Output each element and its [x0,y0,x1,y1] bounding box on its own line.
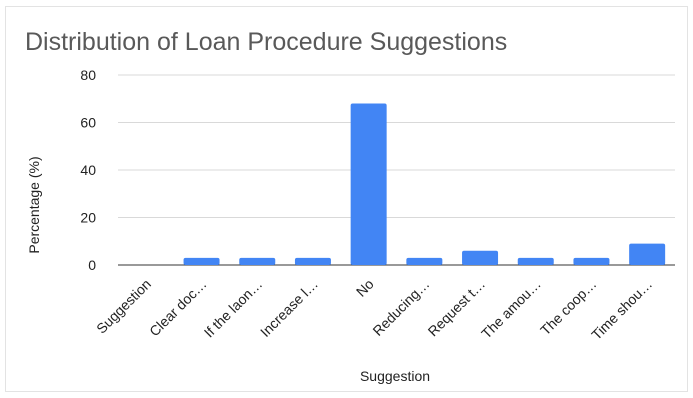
x-tick-label: If the laon… [201,276,266,341]
y-tick-label: 60 [80,115,96,131]
bar [462,250,499,265]
bar [239,257,276,265]
y-axis-label: Percentage (%) [26,156,42,253]
bar [350,103,387,265]
chart-title: Distribution of Loan Procedure Suggestio… [25,28,507,56]
chart-frame [5,6,688,392]
y-tick-label: 40 [80,162,96,178]
bars [183,103,666,265]
bar [406,257,443,265]
bar [629,243,666,265]
x-tick-label: Suggestion [93,276,154,337]
x-tick-label: Reducing… [369,276,432,339]
bar [294,257,331,265]
x-tick-label: Increase l… [257,276,321,340]
x-axis-label: Suggestion [360,368,430,384]
x-tick-label: No [353,276,377,300]
bar [573,257,610,265]
y-tick-label: 0 [88,257,96,273]
y-tick-label: 20 [80,210,96,226]
bar [517,257,554,265]
y-axis-ticks: 0 20 40 60 80 [80,67,96,273]
x-tick-label: The amou… [478,276,544,342]
bar [183,257,220,265]
gridlines [118,74,675,266]
y-tick-label: 80 [80,67,96,83]
